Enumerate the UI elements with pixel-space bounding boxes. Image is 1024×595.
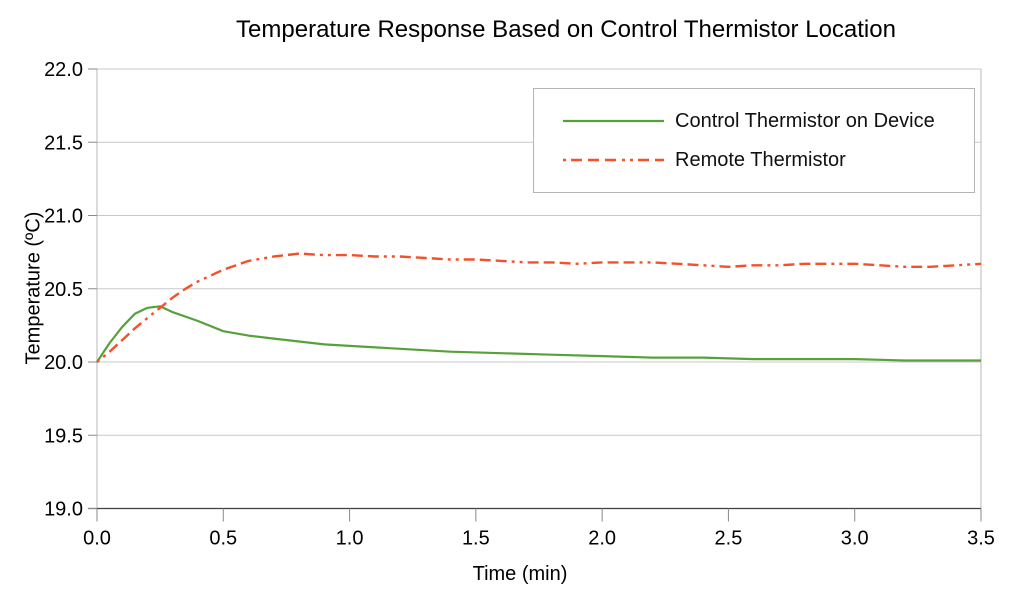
x-tick-label: 3.5 [967, 528, 995, 550]
legend-label-remote-thermistor: Remote Thermistor [675, 148, 846, 171]
legend: Control Thermistor on Device Remote Ther… [533, 88, 975, 193]
legend-item-remote-thermistor: Remote Thermistor [561, 149, 974, 172]
chart-title: Temperature Response Based on Control Th… [236, 16, 896, 43]
y-tick-label: 19.0 [44, 499, 83, 521]
y-axis-title: Temperature (ºC) [22, 211, 45, 365]
x-tick-label: 0.0 [83, 528, 111, 550]
x-tick-label: 2.5 [715, 528, 743, 550]
y-tick-label: 20.5 [44, 279, 83, 301]
x-tick-label: 1.5 [462, 528, 490, 550]
series-line-0 [96, 305, 981, 363]
legend-line-sample-solid [563, 119, 664, 123]
x-tick-label: 2.0 [588, 528, 616, 550]
y-tick-label: 22.0 [44, 59, 83, 81]
legend-label-control-thermistor: Control Thermistor on Device [675, 109, 935, 132]
x-tick-label: 1.0 [336, 528, 364, 550]
series-line-1 [96, 252, 982, 363]
x-tick-label: 3.0 [841, 528, 869, 550]
y-tick-label: 21.0 [44, 206, 83, 228]
x-tick-label: 0.5 [209, 528, 237, 550]
y-tick-label: 20.0 [44, 352, 83, 374]
legend-line-sample-dashed [563, 158, 664, 162]
y-tick-label: 21.5 [44, 132, 83, 154]
legend-item-control-thermistor: Control Thermistor on Device [561, 110, 974, 133]
y-tick-label: 19.5 [44, 425, 83, 447]
x-axis-title: Time (min) [472, 563, 568, 585]
